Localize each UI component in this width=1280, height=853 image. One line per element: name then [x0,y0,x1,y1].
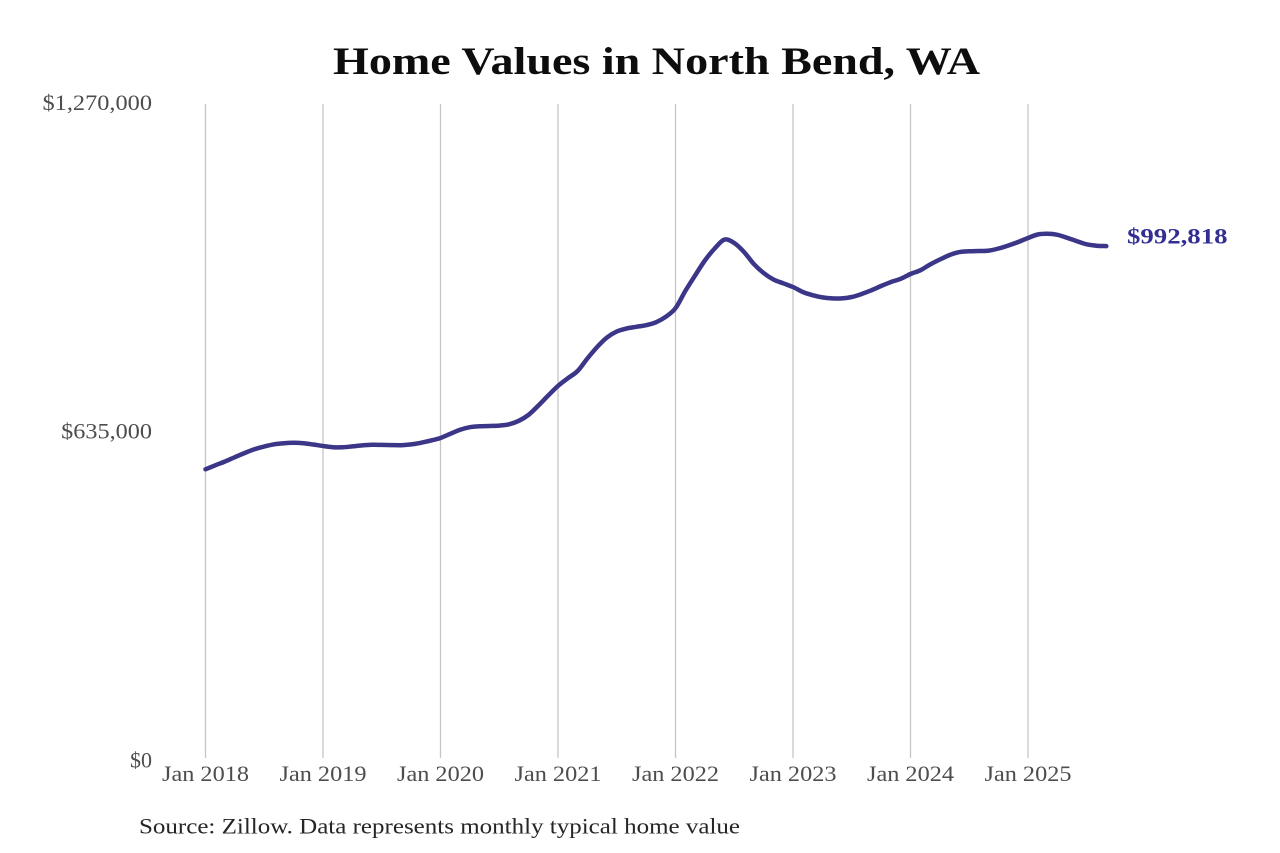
svg-text:$992,818: $992,818 [1127,224,1228,249]
svg-text:$1,270,000: $1,270,000 [43,90,153,115]
svg-text:Jan 2019: Jan 2019 [280,761,367,786]
svg-text:Jan 2024: Jan 2024 [867,761,954,786]
svg-text:Home Values in North Bend, WA: Home Values in North Bend, WA [333,40,980,83]
svg-text:Jan 2025: Jan 2025 [985,761,1072,786]
svg-text:Source: Zillow. Data represent: Source: Zillow. Data represents monthly … [139,814,740,839]
svg-text:$635,000: $635,000 [61,419,152,444]
svg-text:Jan 2023: Jan 2023 [750,761,837,786]
svg-text:Jan 2022: Jan 2022 [632,761,719,786]
svg-text:$0: $0 [130,748,152,773]
svg-text:Jan 2018: Jan 2018 [162,761,249,786]
svg-text:Jan 2020: Jan 2020 [397,761,484,786]
svg-text:Jan 2021: Jan 2021 [515,761,602,786]
